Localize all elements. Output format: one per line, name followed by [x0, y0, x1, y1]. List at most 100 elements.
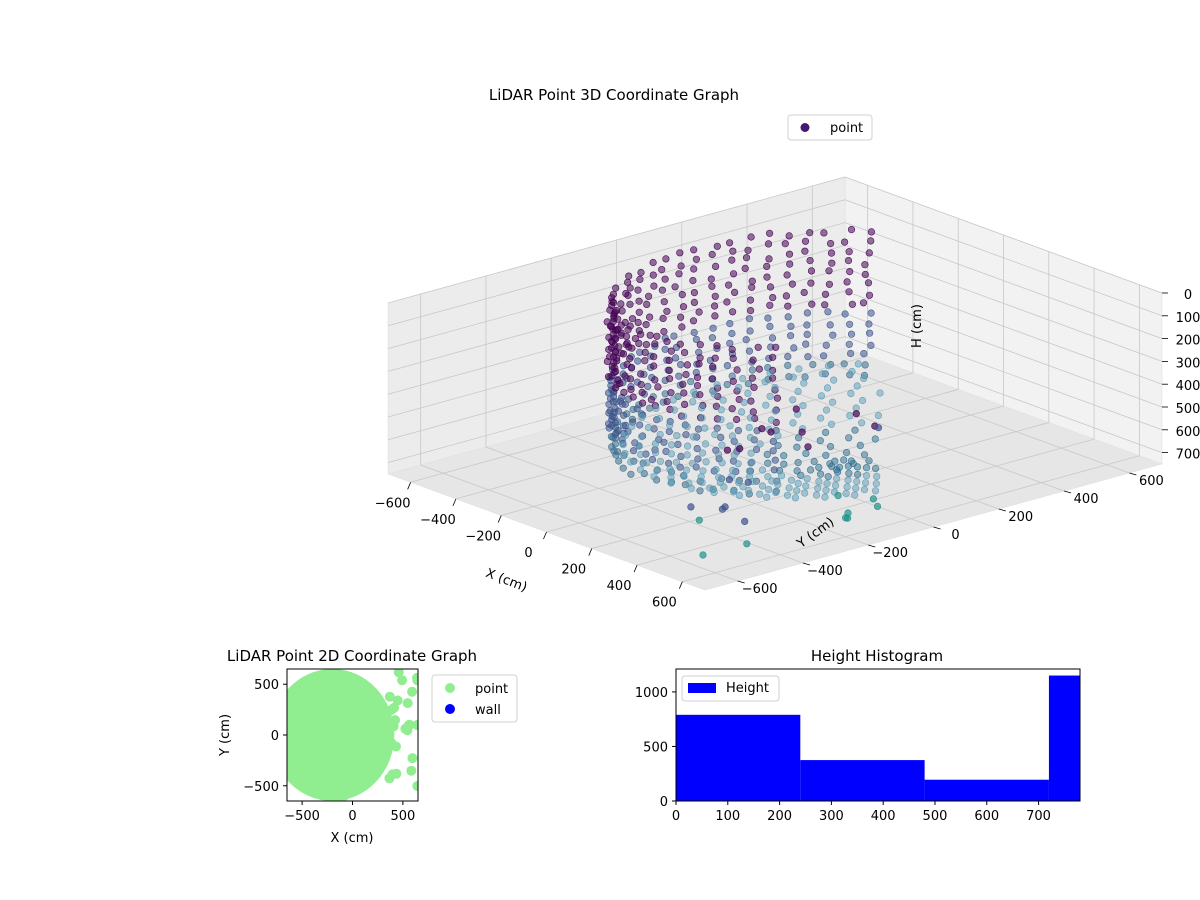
tick-label-x-3d: −400 — [420, 513, 456, 528]
point-3d — [683, 361, 692, 369]
point-3d — [794, 434, 803, 442]
title-2d: LiDAR Point 2D Coordinate Graph — [227, 647, 477, 665]
tick-label-x-hist: 300 — [819, 809, 844, 824]
point-2d — [412, 675, 418, 686]
point-3d — [802, 482, 810, 490]
point-3d — [755, 365, 763, 373]
point-3d — [789, 373, 797, 381]
point-3d — [865, 249, 873, 257]
point-3d — [697, 404, 706, 412]
point-3d — [610, 314, 618, 323]
point-3d — [819, 352, 828, 360]
point-3d — [860, 486, 869, 494]
tick-label-y-3d: −600 — [742, 582, 778, 597]
point-3d — [676, 313, 685, 321]
point-3d — [783, 271, 791, 279]
point-2d — [291, 721, 302, 732]
point-3d — [674, 440, 682, 449]
point-3d — [860, 374, 868, 383]
point-3d — [692, 255, 701, 263]
point-3d — [744, 486, 753, 495]
tick-label-x-hist: 500 — [923, 809, 948, 824]
point-3d — [651, 340, 659, 348]
point-3d — [745, 423, 753, 432]
point-3d — [611, 384, 620, 392]
point-3d — [842, 449, 851, 457]
point-3d — [748, 277, 756, 285]
point-3d — [865, 457, 873, 465]
point-3d — [764, 459, 772, 467]
tick-label-x-hist: 0 — [672, 809, 680, 824]
point-3d — [637, 330, 645, 338]
point-2d — [345, 774, 356, 785]
point-2d — [402, 698, 413, 709]
point-3d — [621, 318, 629, 327]
point-3d — [802, 449, 810, 458]
point-2d — [332, 674, 343, 685]
point-3d — [730, 288, 739, 297]
point-3d — [647, 396, 656, 404]
point-3d — [847, 330, 856, 338]
point-3d — [675, 372, 683, 380]
point-3d — [717, 406, 725, 414]
point-3d — [708, 334, 717, 342]
point-3d — [739, 375, 747, 383]
point-3d — [650, 353, 658, 361]
point-3d — [845, 320, 854, 328]
point-3d — [637, 381, 645, 389]
point-3d — [689, 398, 697, 406]
point-3d — [651, 376, 659, 384]
point-2d — [310, 763, 321, 773]
point-2d — [311, 743, 322, 754]
point-2d — [354, 770, 365, 781]
point-3d — [667, 347, 675, 355]
point-3d — [611, 419, 620, 427]
point-3d — [679, 412, 688, 420]
tick-label-y-hist: 0 — [660, 795, 668, 810]
point-3d — [628, 344, 636, 352]
point-3d — [671, 354, 680, 362]
point-3d — [794, 479, 802, 488]
point-3d — [614, 407, 623, 415]
point-3d — [713, 381, 721, 389]
point-3d — [806, 229, 814, 237]
tick-label-z-3d: 300 — [1176, 356, 1200, 371]
point-3d — [698, 449, 707, 457]
point-3d — [695, 360, 703, 368]
point-2d — [348, 701, 358, 712]
point-2d — [287, 744, 291, 755]
point-3d — [634, 357, 642, 365]
point-3d — [782, 292, 791, 300]
tick-label-y-2d: 500 — [254, 678, 279, 693]
point-3d — [683, 442, 692, 450]
point-3d — [699, 467, 707, 475]
point-3d — [711, 431, 719, 439]
point-3d — [853, 463, 862, 471]
point-3d — [745, 315, 754, 323]
point-3d — [690, 388, 698, 396]
point-3d — [696, 354, 704, 362]
grid-z-back — [844, 176, 1163, 294]
point-3d — [733, 366, 741, 374]
point-3d — [783, 491, 792, 499]
point-3d — [649, 271, 657, 279]
point-3d — [682, 431, 690, 439]
point-3d — [815, 463, 823, 472]
point-3d — [633, 405, 641, 413]
point-3d — [789, 419, 797, 427]
ticks-3d: −600 −400 −200 0 200 400 600 −600 −400 −200 0 200 40… — [375, 288, 1200, 611]
point-3d — [693, 445, 701, 453]
point-3d — [677, 452, 685, 461]
point-2d — [306, 753, 317, 764]
point-3d — [749, 356, 757, 364]
point-3d — [746, 307, 755, 315]
point-3d — [867, 237, 875, 245]
tick-mark-y-3d — [868, 544, 876, 548]
point-3d — [676, 361, 685, 369]
point-3d — [741, 264, 749, 273]
point-3d — [710, 390, 718, 398]
point-3d — [654, 383, 662, 391]
point-3d — [821, 428, 830, 437]
point-2d — [329, 703, 339, 714]
point-3d — [626, 375, 635, 383]
